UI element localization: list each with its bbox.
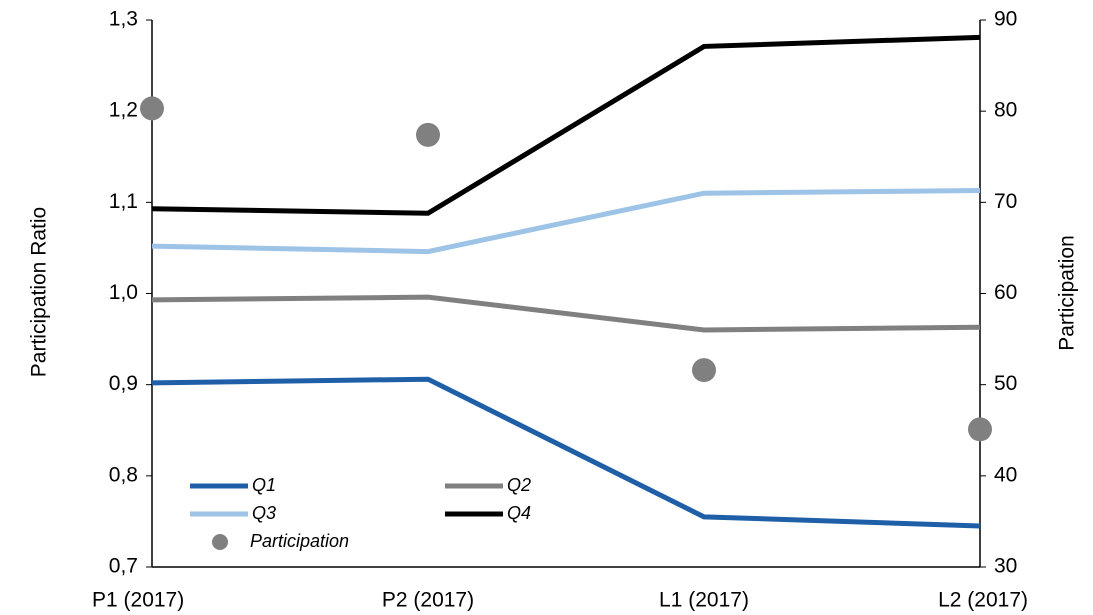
participation-dot [140, 96, 164, 121]
participation-dot [968, 417, 992, 442]
legend-label: Q4 [507, 503, 531, 523]
series-line [151, 376, 981, 529]
y-tick-label: 1,0 [109, 281, 138, 304]
participation-dot [692, 358, 716, 383]
y2-tick-label: 70 [994, 190, 1017, 213]
y2-tick-label: 40 [994, 463, 1017, 486]
series-line [151, 294, 981, 333]
y-tick-label: 0,9 [109, 372, 138, 395]
y-tick-label: 1,1 [109, 190, 138, 213]
legend-label: Q1 [252, 475, 276, 495]
y-axis-label: Participation Ratio [28, 207, 51, 377]
y2-tick-label: 50 [994, 372, 1017, 395]
y2-axis-label: Participation [1056, 235, 1079, 351]
legend-label: Q3 [252, 503, 276, 523]
legend-label: Q2 [507, 475, 531, 495]
x-tick-label: P2 (2017) [382, 589, 474, 612]
y-tick-label: 1,2 [109, 99, 138, 122]
y-tick-label: 0,8 [109, 463, 138, 486]
participation-dot [416, 122, 440, 147]
series-line [151, 34, 981, 216]
y2-tick-label: 90 [994, 8, 1017, 31]
x-tick-label: L1 (2017) [659, 589, 749, 612]
series-line [151, 187, 981, 255]
x-tick-label: P1 (2017) [92, 589, 184, 612]
y2-tick-label: 80 [994, 99, 1017, 122]
legend-label: Participation [250, 531, 349, 551]
x-tick-label: L2 (2017) [938, 589, 1028, 612]
y-tick-label: 0,7 [109, 555, 138, 578]
y2-tick-label: 30 [994, 555, 1017, 578]
legend-swatch [212, 534, 228, 550]
y-tick-label: 1,3 [109, 8, 138, 31]
y2-tick-label: 60 [994, 281, 1017, 304]
